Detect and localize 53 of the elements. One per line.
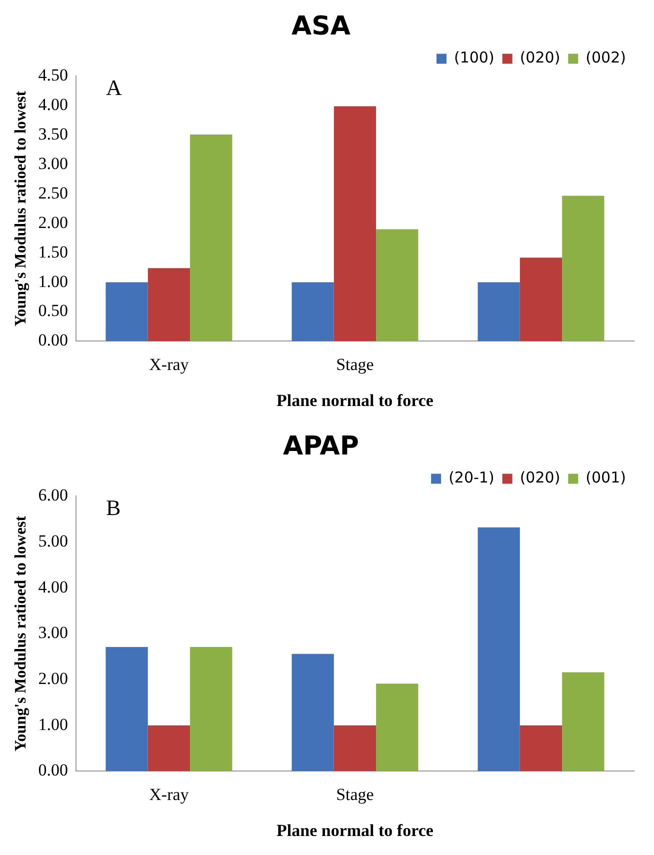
y-tick-label: 0.00	[38, 330, 68, 350]
bar	[478, 282, 520, 342]
y-tick-label: 2.50	[38, 183, 68, 202]
bar	[478, 527, 520, 772]
x-tick-label: Stage	[336, 784, 374, 804]
y-axis-title: Young's Modulus ratioed to lowest	[12, 90, 30, 326]
y-axis-title: Young's Modulus ratioed to lowest	[12, 515, 30, 752]
legend-label: (100)	[454, 48, 494, 67]
bar	[106, 646, 148, 772]
bar	[292, 282, 334, 342]
x-tick-label: X-ray	[149, 784, 190, 804]
bar	[334, 725, 376, 772]
annotation: A	[106, 74, 122, 100]
bar	[190, 646, 232, 772]
y-tick-label: 5.00	[38, 532, 68, 550]
bar	[376, 684, 418, 772]
legend-label: (001)	[586, 468, 626, 487]
bar	[520, 258, 562, 342]
y-tick-label: 4.00	[38, 577, 68, 596]
legend-label: (020)	[520, 48, 560, 67]
bar	[520, 725, 562, 772]
x-tick-label: Stage	[336, 354, 374, 374]
y-tick-label: 1.50	[38, 242, 68, 262]
y-tick-label: 3.50	[38, 124, 68, 144]
y-tick-label: 0.50	[38, 301, 68, 320]
legend-label: (20-1)	[448, 468, 494, 487]
legend-label: (002)	[586, 48, 626, 67]
bar	[148, 725, 190, 772]
y-tick-label: 0.00	[38, 760, 68, 780]
x-tick-label: X-ray	[149, 354, 190, 374]
x-axis-title: Plane normal to force	[276, 391, 434, 410]
bar	[190, 134, 232, 342]
bar	[106, 282, 148, 342]
y-tick-label: 4.00	[38, 95, 68, 114]
y-tick-label: 3.00	[38, 623, 68, 642]
bar	[562, 672, 604, 772]
bar	[148, 268, 190, 342]
annotation: B	[106, 494, 121, 520]
y-tick-label: 1.00	[38, 272, 68, 291]
y-tick-label: 3.00	[38, 154, 68, 173]
bar	[292, 654, 334, 772]
chart-title: APAP	[283, 431, 359, 462]
x-axis-title: Plane normal to force	[276, 821, 434, 840]
legend-label: (020)	[520, 468, 560, 487]
y-tick-label: 4.50	[38, 66, 68, 85]
chart-title: ASA	[292, 11, 350, 42]
y-tick-label: 2.00	[38, 212, 68, 232]
bar	[376, 229, 418, 342]
bar	[562, 196, 604, 342]
bar	[334, 106, 376, 342]
y-tick-label: 6.00	[38, 486, 68, 505]
y-tick-label: 1.00	[38, 714, 68, 734]
y-tick-label: 2.00	[38, 669, 68, 688]
